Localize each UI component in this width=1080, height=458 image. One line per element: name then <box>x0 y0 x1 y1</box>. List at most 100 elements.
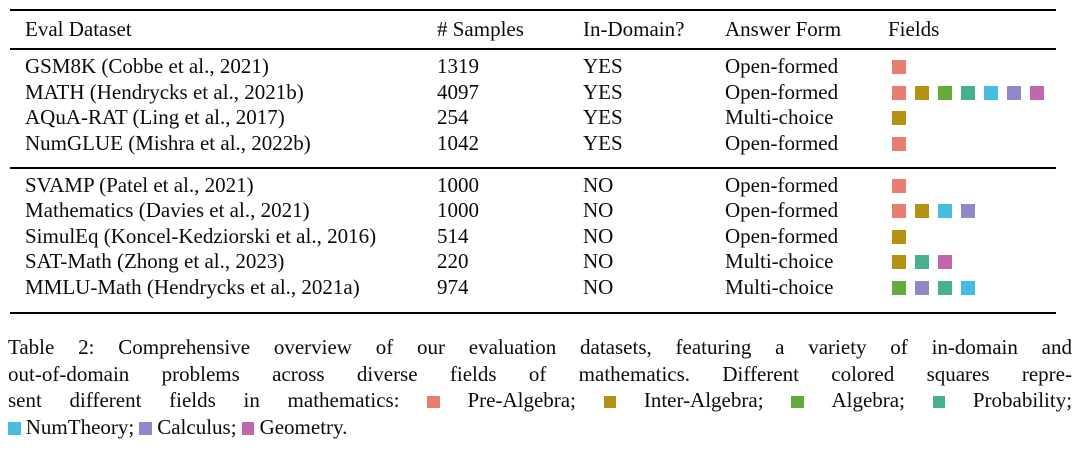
field-probability-swatch <box>915 255 929 269</box>
table-row: NumGLUE (Mishra et al., 2022b) 1042 YES … <box>10 131 1056 157</box>
field-inter-algebra-swatch <box>892 111 906 125</box>
cell-fields <box>888 105 1056 131</box>
cell-in-domain: NO <box>583 172 614 197</box>
cell-fields <box>888 173 1056 199</box>
legend-item-inter-algebra: Inter-Algebra; <box>603 388 764 412</box>
table-row: AQuA-RAT (Ling et al., 2017) 254 YES Mul… <box>10 105 1056 131</box>
field-geometry-swatch <box>938 255 952 269</box>
legend-num-theory-swatch <box>8 422 21 435</box>
table-top-rule <box>10 9 1056 11</box>
table-row: SimulEq (Koncel-Kedziorski et al., 2016)… <box>10 224 1056 250</box>
legend-geometry-swatch <box>241 422 255 435</box>
cell-answer-form: Multi-choice <box>725 249 834 273</box>
field-num-theory-swatch <box>938 204 952 218</box>
field-probability-swatch <box>938 280 952 295</box>
legend-label: Probability; <box>945 388 1073 412</box>
table-mid-rule <box>10 167 1056 169</box>
legend-item-algebra: Algebra; <box>791 388 905 412</box>
field-inter-algebra-swatch <box>915 204 929 218</box>
table-caption: Table 2: Comprehensive overview of our e… <box>8 334 1072 440</box>
legend-item-pre-algebra: Pre-Algebra; <box>427 388 576 412</box>
field-num-theory-swatch <box>984 85 998 100</box>
field-geometry-swatch <box>1030 85 1044 100</box>
table-row: MMLU-Math (Hendrycks et al., 2021a) 974 … <box>10 275 1056 301</box>
field-pre-algebra-swatch <box>892 204 906 218</box>
out-of-domain-rows-group: SVAMP (Patel et al., 2021) 1000 NO Open-… <box>10 169 1056 312</box>
table-row: SVAMP (Patel et al., 2021) 1000 NO Open-… <box>10 173 1056 199</box>
column-header-samples: # Samples <box>437 17 524 41</box>
legend-label: Pre-Algebra; <box>439 388 576 412</box>
cell-samples: 220 <box>437 249 469 273</box>
field-calculus-swatch <box>961 204 975 218</box>
caption-line-4: NumTheory; Calculus; Geometry. <box>8 414 1072 441</box>
legend-label: Algebra; <box>803 388 905 412</box>
legend-item-probability: Probability; <box>932 388 1073 412</box>
field-algebra-swatch <box>892 280 906 295</box>
cell-dataset: AQuA-RAT (Ling et al., 2017) <box>25 105 285 129</box>
column-header-eval-dataset: Eval Dataset <box>25 17 132 41</box>
column-header-in-domain: In-Domain? <box>583 17 685 41</box>
field-probability-swatch <box>961 85 975 100</box>
column-header-answer-form: Answer Form <box>725 17 842 41</box>
table-row: GSM8K (Cobbe et al., 2021) 1319 YES Open… <box>10 54 1056 80</box>
cell-dataset: MMLU-Math (Hendrycks et al., 2021a) <box>25 274 360 299</box>
table-bottom-rule <box>10 311 1056 314</box>
cell-samples: 514 <box>437 223 469 248</box>
cell-dataset: MATH (Hendrycks et al., 2021b) <box>25 79 304 104</box>
field-algebra-swatch <box>938 85 952 100</box>
cell-answer-form: Multi-choice <box>725 105 834 129</box>
cell-answer-form: Open-formed <box>725 79 839 104</box>
in-domain-rows-group: GSM8K (Cobbe et al., 2021) 1319 YES Open… <box>10 50 1056 167</box>
field-pre-algebra-swatch <box>892 136 906 151</box>
table-header-row: Eval Dataset # Samples In-Domain? Answer… <box>10 11 1056 48</box>
legend-probability-swatch <box>932 395 946 408</box>
cell-samples: 254 <box>437 105 469 129</box>
field-pre-algebra-swatch <box>892 60 906 74</box>
table-row: Mathematics (Davies et al., 2021) 1000 N… <box>10 198 1056 224</box>
field-inter-algebra-swatch <box>915 85 929 100</box>
legend-label: NumTheory; <box>20 414 135 439</box>
cell-samples: 1319 <box>437 54 479 78</box>
field-num-theory-swatch <box>961 280 975 295</box>
field-calculus-swatch <box>1007 85 1021 100</box>
cell-in-domain: YES <box>583 54 623 78</box>
cell-fields <box>888 249 1056 275</box>
cell-answer-form: Open-formed <box>725 198 839 222</box>
legend-calculus-swatch <box>139 422 152 435</box>
cell-in-domain: NO <box>583 274 614 299</box>
cell-in-domain: YES <box>583 130 623 155</box>
caption-line-1: Table 2: Comprehensive overview of our e… <box>8 335 1072 359</box>
legend-label: Geometry. <box>254 414 348 439</box>
field-pre-algebra-swatch <box>892 85 906 100</box>
cell-fields <box>888 224 1056 250</box>
legend-inter-algebra-swatch <box>603 395 617 408</box>
cell-in-domain: YES <box>583 105 623 129</box>
cell-answer-form: Open-formed <box>725 54 839 78</box>
cell-fields <box>888 131 1056 157</box>
table-row: SAT-Math (Zhong et al., 2023) 220 NO Mul… <box>10 249 1056 275</box>
caption-legend-part-1: Pre-Algebra; Inter-Algebra; Algebra; Pro… <box>427 388 1072 412</box>
caption-legend-part-2: NumTheory; Calculus; Geometry. <box>8 415 347 439</box>
legend-item-calculus: Calculus; <box>139 414 237 439</box>
legend-algebra-swatch <box>791 395 804 408</box>
cell-samples: 1042 <box>437 130 479 155</box>
cell-answer-form: Open-formed <box>725 223 839 248</box>
table-header-rule <box>10 48 1056 50</box>
legend-item-num-theory: NumTheory; <box>8 415 134 439</box>
cell-dataset: SAT-Math (Zhong et al., 2023) <box>25 249 285 273</box>
caption-line-3-prefix: sent different fields in mathematics: <box>8 388 400 412</box>
cell-answer-form: Open-formed <box>725 172 839 197</box>
cell-in-domain: YES <box>583 79 623 104</box>
cell-dataset: Mathematics (Davies et al., 2021) <box>25 198 310 222</box>
cell-samples: 974 <box>437 274 469 299</box>
cell-answer-form: Open-formed <box>725 130 839 155</box>
cell-dataset: NumGLUE (Mishra et al., 2022b) <box>25 130 311 155</box>
cell-answer-form: Multi-choice <box>725 274 834 299</box>
cell-in-domain: NO <box>583 198 614 222</box>
legend-label: Calculus; <box>151 414 237 439</box>
caption-line-2: out-of-domain problems across diverse fi… <box>8 361 1072 386</box>
cell-samples: 4097 <box>437 79 479 104</box>
legend-pre-algebra-swatch <box>427 395 440 408</box>
cell-fields <box>888 80 1056 106</box>
